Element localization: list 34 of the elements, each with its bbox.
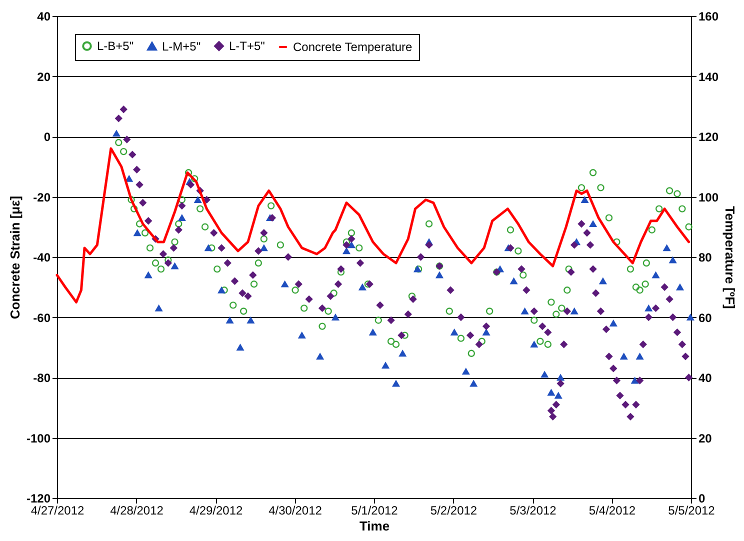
y2-tick-label: 140 <box>698 70 719 84</box>
x-axis-title: Time <box>359 518 390 534</box>
y2-tick-label: 100 <box>698 190 719 204</box>
legend-label: L-M+5" <box>162 39 201 54</box>
y2-tick-label: 60 <box>698 310 712 325</box>
legend-label: L-T+5" <box>229 39 265 54</box>
y-tick-label: -100 <box>26 431 51 446</box>
y-tick-label: -60 <box>33 310 51 325</box>
y-tick-label: -20 <box>33 190 51 204</box>
legend-label: Concrete Temperature <box>293 40 412 54</box>
x-tick-label: 4/28/2012 <box>110 504 164 518</box>
x-tick-label: 5/1/2012 <box>351 504 398 518</box>
x-tick-label: 4/30/2012 <box>268 504 322 518</box>
y-axis-title: Concrete Strain [με] <box>7 196 22 320</box>
legend-label: L-B+5" <box>97 39 134 54</box>
y-tick-label: 40 <box>37 10 51 24</box>
y2-axis-title: Temperature [ºF] <box>722 206 738 309</box>
y2-tick-label: 160 <box>698 10 719 24</box>
y2-tick-label: 20 <box>698 431 712 446</box>
y-tick-label: 20 <box>37 70 51 84</box>
y2-tick-label: 120 <box>698 130 719 144</box>
x-tick-label: 5/5/2012 <box>668 504 716 518</box>
x-tick-label: 5/3/2012 <box>510 504 557 518</box>
x-tick-label: 5/4/2012 <box>588 504 636 518</box>
y2-tick-label: 80 <box>698 250 712 264</box>
x-tick-label: 4/27/2012 <box>30 504 85 518</box>
y-tick-label: -120 <box>26 492 51 506</box>
y-tick-label: 0 <box>44 130 51 144</box>
x-tick-label: 5/2/2012 <box>430 504 478 518</box>
y2-tick-label: 40 <box>698 371 712 385</box>
y2-tick-label: 0 <box>698 492 706 506</box>
y-tick-label: -80 <box>33 371 51 385</box>
y-tick-label: -40 <box>33 250 51 264</box>
x-tick-label: 4/29/2012 <box>189 504 244 518</box>
